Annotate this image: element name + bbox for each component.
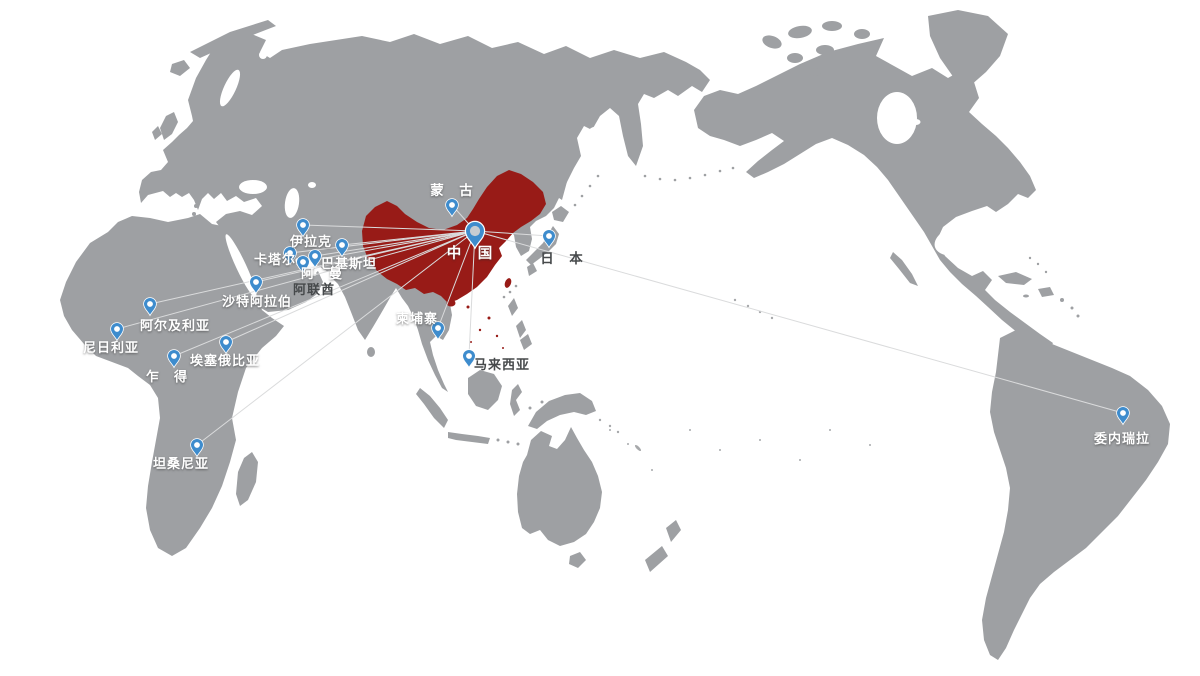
route-line-cambodia: [437, 230, 476, 329]
map-label-saudi: 沙特阿拉伯: [222, 294, 292, 309]
pin-hole: [339, 242, 345, 248]
map-label-japan: 日 本: [540, 250, 584, 266]
route-line-algeria: [149, 230, 476, 305]
pin-hole: [449, 202, 455, 208]
map-label-iraq: 伊拉克: [289, 234, 332, 249]
map-label-oman: 阿 曼: [301, 266, 343, 281]
route-line-japan: [474, 230, 550, 237]
map-label-chad: 乍 得: [146, 369, 188, 384]
pin-hole: [147, 301, 153, 307]
map-pin-china[interactable]: [464, 220, 486, 250]
peninsula-baja: [890, 252, 918, 286]
map-label-mongolia: 蒙 古: [430, 182, 474, 198]
pin-hole: [1120, 410, 1126, 416]
indonesia-philippines-islands: [416, 298, 544, 446]
map-pin-venezuela[interactable]: [1116, 406, 1130, 426]
route-line-tanzania: [196, 230, 476, 446]
map-pin-oman[interactable]: [308, 249, 322, 269]
route-line-ethiopia: [225, 230, 476, 343]
island-greenland: [928, 10, 1008, 86]
pin-hole: [546, 233, 552, 239]
island-tasmania: [569, 552, 586, 568]
map-label-tanzania: 坦桑尼亚: [153, 456, 209, 471]
pin-hole: [253, 279, 259, 285]
pin-hole: [223, 339, 229, 345]
continent-eurasia: [139, 30, 710, 392]
pin-hole: [171, 353, 177, 359]
map-pin-mongolia[interactable]: [445, 198, 459, 218]
map-label-algeria: 阿尔及利亚: [140, 318, 210, 333]
pin-hole: [469, 225, 481, 237]
map-pin-japan[interactable]: [542, 229, 556, 249]
map-label-nigeria: 尼日利亚: [83, 340, 139, 355]
seas-layer: [219, 51, 986, 298]
continent-africa: [60, 214, 284, 556]
continent-south-america: [982, 330, 1170, 660]
island-new-guinea: [528, 393, 596, 429]
map-label-cambodia: 柬埔寨: [396, 311, 438, 326]
pin-hole: [312, 253, 318, 259]
map-pins-layer: [110, 198, 1130, 458]
route-line-iraq: [302, 224, 476, 232]
map-label-china: 中 国: [447, 244, 494, 262]
map-label-ethiopia: 埃塞俄比亚: [190, 353, 260, 368]
route-line-uae: [302, 230, 476, 263]
continent-north-america: [694, 38, 1053, 352]
arctic-islands: [762, 21, 884, 82]
island-sakhalin: [556, 158, 568, 200]
pin-hole: [194, 442, 200, 448]
map-pin-tanzania[interactable]: [190, 438, 204, 458]
caribbean-islands: [998, 256, 1080, 318]
map-pin-malaysia[interactable]: [462, 349, 476, 369]
map-label-qatar: 卡塔尔: [254, 252, 296, 267]
route-line-qatar: [289, 230, 476, 254]
route-line-venezuela: [474, 230, 1124, 414]
map-pin-pakistan[interactable]: [335, 238, 349, 258]
route-line-malaysia: [468, 230, 476, 357]
map-label-uae: 阿联酋: [293, 282, 335, 297]
map-pin-ethiopia[interactable]: [219, 335, 233, 355]
island-new-zealand-south: [645, 546, 668, 572]
map-pin-chad[interactable]: [167, 349, 181, 369]
pin-hole: [300, 222, 306, 228]
map-pin-algeria[interactable]: [143, 297, 157, 317]
map-label-venezuela: 委内瑞拉: [1093, 431, 1150, 446]
island-sri-lanka: [367, 347, 375, 357]
map-pin-qatar[interactable]: [283, 246, 297, 266]
map-pin-iraq[interactable]: [296, 218, 310, 238]
map-pin-nigeria[interactable]: [110, 322, 124, 342]
island-madagascar: [236, 452, 258, 506]
map-pin-saudi[interactable]: [249, 275, 263, 295]
pin-hole: [287, 250, 293, 256]
map-label-malaysia: 马来西亚: [474, 357, 530, 372]
european-islands: [152, 20, 276, 221]
pin-hole: [435, 325, 441, 331]
map-label-pakistan: 巴基斯坦: [321, 256, 377, 271]
pin-hole: [114, 326, 120, 332]
pacific-islands: [598, 298, 871, 471]
continents-layer: [60, 10, 1170, 660]
island-new-zealand-north: [666, 520, 681, 542]
route-line-nigeria: [116, 230, 476, 330]
map-pin-uae[interactable]: [296, 255, 310, 275]
continent-australia: [517, 427, 602, 546]
route-line-chad: [173, 230, 476, 357]
map-pin-cambodia[interactable]: [431, 321, 445, 341]
kuril-aleutian-dots: [573, 166, 735, 207]
pin-hole: [300, 259, 306, 265]
pin-hole: [466, 353, 472, 359]
